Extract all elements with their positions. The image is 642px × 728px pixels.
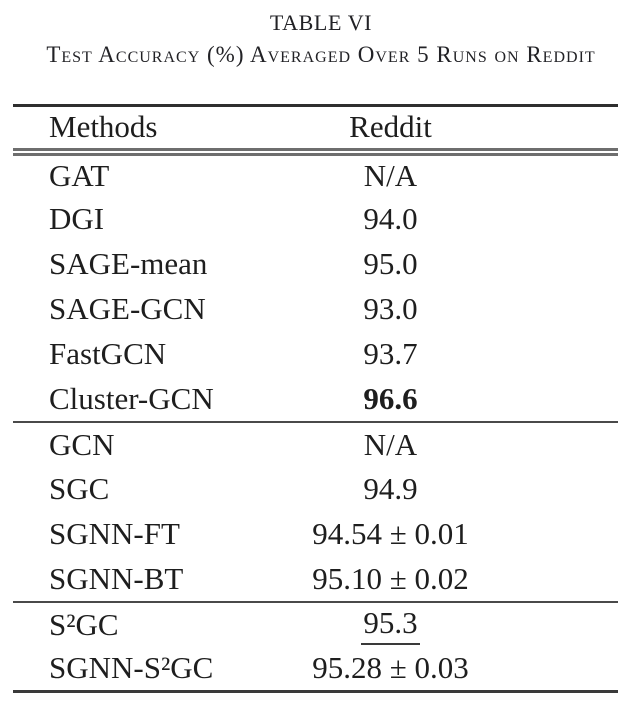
method-cell: SGNN-FT — [49, 516, 180, 551]
table-number: TABLE VI — [269, 10, 373, 35]
value-text: 94.54 ± 0.01 — [312, 516, 469, 551]
method-cell: SAGE-GCN — [49, 291, 206, 326]
value-text: 95.0 — [363, 246, 418, 281]
method-cell: Cluster-GCN — [49, 380, 214, 416]
column-header-methods: Methods — [49, 109, 158, 145]
method-cell: SAGE-mean — [49, 246, 208, 281]
value-cell: 93.7 — [293, 332, 618, 377]
value-text: 94.9 — [363, 471, 418, 506]
value-cell: N/A — [293, 152, 618, 197]
method-cell: SGNN-S²GC — [49, 650, 214, 686]
table-row: Cluster-GCN 96.6 — [13, 377, 618, 422]
table-row: SGNN-BT 95.10 ± 0.02 — [13, 557, 618, 602]
table-header: Methods Reddit — [13, 106, 618, 152]
value-text: 93.0 — [363, 291, 418, 326]
value-cell: 95.0 — [293, 242, 618, 287]
table-row: SGC 94.9 — [13, 467, 618, 512]
column-header-reddit: Reddit — [349, 109, 432, 145]
table-row: SAGE-mean 95.0 — [13, 242, 618, 287]
value-cell: 95.3 — [293, 602, 618, 647]
table-section-baselines: GAT N/A DGI 94.0 SAGE-mean 95.0 SAGE-GCN… — [13, 152, 618, 422]
value-cell: 95.10 ± 0.02 — [293, 557, 618, 602]
table-row: FastGCN 93.7 — [13, 332, 618, 377]
value-text: 95.28 ± 0.03 — [312, 650, 469, 686]
value-text: 94.0 — [363, 201, 418, 236]
value-cell: 93.0 — [293, 287, 618, 332]
table-row: DGI 94.0 — [13, 197, 618, 242]
value-text: 95.10 ± 0.02 — [312, 560, 469, 596]
value-text: 96.6 — [363, 380, 418, 416]
method-cell: S²GC — [49, 606, 119, 642]
table-caption-block: TABLE VI Test Accuracy (%) Averaged Over… — [0, 0, 642, 69]
value-text: 95.3 — [361, 605, 420, 645]
value-cell: 96.6 — [293, 377, 618, 422]
value-cell: 94.9 — [293, 467, 618, 512]
header-row: Methods Reddit — [13, 106, 618, 152]
table-section-gcn-family: GCN N/A SGC 94.9 SGNN-FT 94.54 ± 0.01 SG… — [13, 421, 618, 602]
method-cell: FastGCN — [49, 336, 167, 371]
table-row: GAT N/A — [13, 152, 618, 197]
value-text: 93.7 — [363, 336, 418, 371]
value-cell: 94.54 ± 0.01 — [293, 512, 618, 557]
value-text: N/A — [363, 158, 418, 193]
table-row: SAGE-GCN 93.0 — [13, 287, 618, 332]
value-cell: 95.28 ± 0.03 — [293, 647, 618, 692]
value-text: N/A — [363, 426, 418, 462]
results-table: Methods Reddit GAT N/A DGI 94.0 SAGE-mea… — [13, 104, 618, 693]
table-row: SGNN-FT 94.54 ± 0.01 — [13, 512, 618, 557]
method-cell: SGC — [49, 471, 110, 506]
table-section-s2gc-family: S²GC 95.3 SGNN-S²GC 95.28 ± 0.03 — [13, 601, 618, 692]
method-cell: GCN — [49, 426, 115, 462]
method-cell: GAT — [49, 158, 110, 193]
table-row: SGNN-S²GC 95.28 ± 0.03 — [13, 647, 618, 692]
value-cell: 94.0 — [293, 197, 618, 242]
method-cell: DGI — [49, 201, 105, 236]
table-caption: Test Accuracy (%) Averaged Over 5 Runs o… — [46, 42, 596, 67]
table-row: S²GC 95.3 — [13, 602, 618, 647]
value-cell: N/A — [293, 422, 618, 467]
method-cell: SGNN-BT — [49, 560, 184, 596]
table-row: GCN N/A — [13, 422, 618, 467]
